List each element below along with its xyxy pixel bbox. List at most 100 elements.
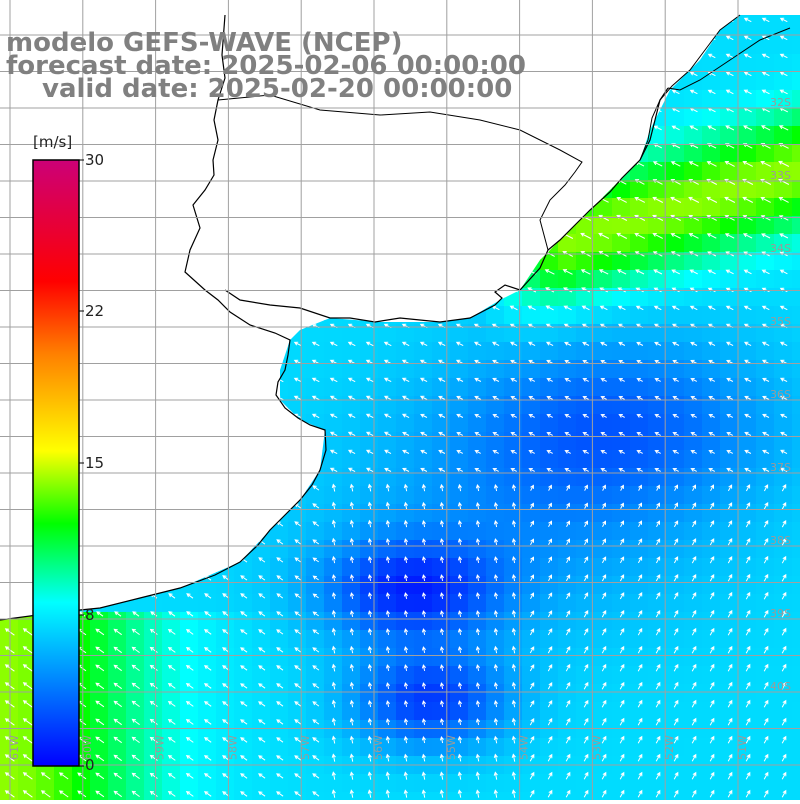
wind-arrow bbox=[548, 502, 552, 509]
wind-arrow bbox=[511, 735, 516, 744]
speed-cell bbox=[612, 54, 631, 73]
speed-cell bbox=[432, 612, 451, 631]
speed-cell bbox=[756, 522, 775, 541]
wind-arrow bbox=[95, 377, 104, 383]
wind-arrow bbox=[778, 125, 789, 131]
wind-arrow bbox=[620, 520, 624, 528]
wind-arrow bbox=[745, 681, 751, 690]
speed-cell bbox=[450, 216, 469, 235]
speed-cell bbox=[306, 144, 325, 163]
wind-arrow bbox=[634, 233, 646, 239]
speed-cell bbox=[126, 522, 145, 541]
speed-cell bbox=[270, 774, 289, 793]
wind-arrow bbox=[709, 663, 715, 672]
speed-cell bbox=[630, 738, 649, 757]
wind-arrow bbox=[403, 501, 408, 510]
speed-cell bbox=[342, 216, 361, 235]
wind-arrow bbox=[743, 305, 752, 311]
speed-cell bbox=[108, 432, 127, 451]
wind-arrow bbox=[239, 161, 248, 167]
speed-cell bbox=[378, 702, 397, 721]
speed-cell bbox=[594, 594, 613, 613]
wind-arrow bbox=[113, 664, 122, 672]
speed-cell bbox=[306, 576, 325, 595]
wind-arrow bbox=[690, 468, 697, 472]
speed-cell bbox=[144, 594, 163, 613]
wind-arrow bbox=[455, 341, 464, 347]
wind-arrow bbox=[186, 557, 194, 563]
wind-arrow bbox=[491, 125, 500, 131]
speed-cell bbox=[234, 594, 253, 613]
wind-arrow bbox=[331, 717, 336, 726]
wind-arrow bbox=[455, 35, 464, 41]
speed-cell bbox=[108, 774, 127, 793]
speed-cell bbox=[504, 486, 523, 505]
wind-arrow bbox=[329, 413, 338, 419]
speed-cell bbox=[270, 108, 289, 127]
wind-arrow bbox=[132, 503, 140, 509]
speed-cell bbox=[216, 774, 235, 793]
wind-arrow bbox=[168, 539, 176, 545]
wind-arrow bbox=[403, 483, 408, 492]
speed-cell bbox=[162, 792, 181, 800]
wind-arrow bbox=[132, 593, 140, 599]
wind-arrow bbox=[349, 610, 355, 618]
wind-arrow bbox=[708, 414, 715, 418]
wind-arrow bbox=[545, 89, 554, 95]
wind-arrow bbox=[258, 665, 266, 671]
wind-arrow bbox=[691, 771, 697, 780]
wind-arrow bbox=[419, 233, 428, 239]
speed-cell bbox=[396, 15, 415, 19]
wind-arrow bbox=[742, 233, 753, 239]
speed-cell bbox=[558, 576, 577, 595]
wind-arrow bbox=[311, 197, 320, 203]
wind-arrow bbox=[167, 700, 176, 707]
wind-arrow bbox=[239, 395, 248, 401]
lat-label: 37S bbox=[770, 461, 791, 474]
wind-arrow bbox=[23, 467, 32, 473]
speed-cell bbox=[648, 576, 667, 595]
wind-arrow bbox=[349, 519, 354, 528]
speed-cell bbox=[90, 180, 109, 199]
wind-arrow bbox=[545, 341, 554, 347]
speed-cell bbox=[738, 126, 757, 145]
wind-arrow bbox=[23, 413, 32, 419]
speed-cell bbox=[594, 72, 613, 91]
wind-arrow bbox=[203, 107, 212, 113]
wind-arrow bbox=[257, 17, 266, 23]
wind-arrow bbox=[149, 161, 158, 167]
wind-arrow bbox=[403, 718, 409, 726]
speed-cell bbox=[108, 630, 127, 649]
speed-cell bbox=[162, 558, 181, 577]
wind-arrow bbox=[473, 161, 482, 167]
wind-arrow bbox=[402, 431, 410, 436]
speed-cell bbox=[90, 360, 109, 379]
speed-cell bbox=[558, 486, 577, 505]
wind-arrow bbox=[584, 520, 588, 527]
speed-cell bbox=[432, 180, 451, 199]
speed-cell bbox=[342, 720, 361, 739]
speed-cell bbox=[234, 252, 253, 271]
wind-arrow bbox=[186, 521, 194, 527]
speed-cell bbox=[450, 198, 469, 217]
speed-cell bbox=[738, 774, 757, 793]
speed-cell bbox=[468, 234, 487, 253]
wind-arrow bbox=[167, 269, 176, 275]
speed-cell bbox=[324, 774, 343, 793]
speed-cell bbox=[522, 198, 541, 217]
speed-cell bbox=[306, 720, 325, 739]
speed-cell bbox=[108, 144, 127, 163]
wind-arrow bbox=[547, 771, 553, 780]
speed-cell bbox=[558, 666, 577, 685]
wind-arrow bbox=[293, 161, 302, 167]
speed-cell bbox=[234, 738, 253, 757]
wind-arrow bbox=[258, 575, 266, 581]
wind-arrow bbox=[616, 232, 628, 239]
speed-cell bbox=[792, 108, 800, 127]
speed-cell bbox=[432, 738, 451, 757]
speed-cell bbox=[36, 792, 55, 800]
wind-arrow bbox=[24, 593, 32, 599]
wind-arrow bbox=[599, 305, 608, 311]
wind-arrow bbox=[239, 341, 248, 347]
